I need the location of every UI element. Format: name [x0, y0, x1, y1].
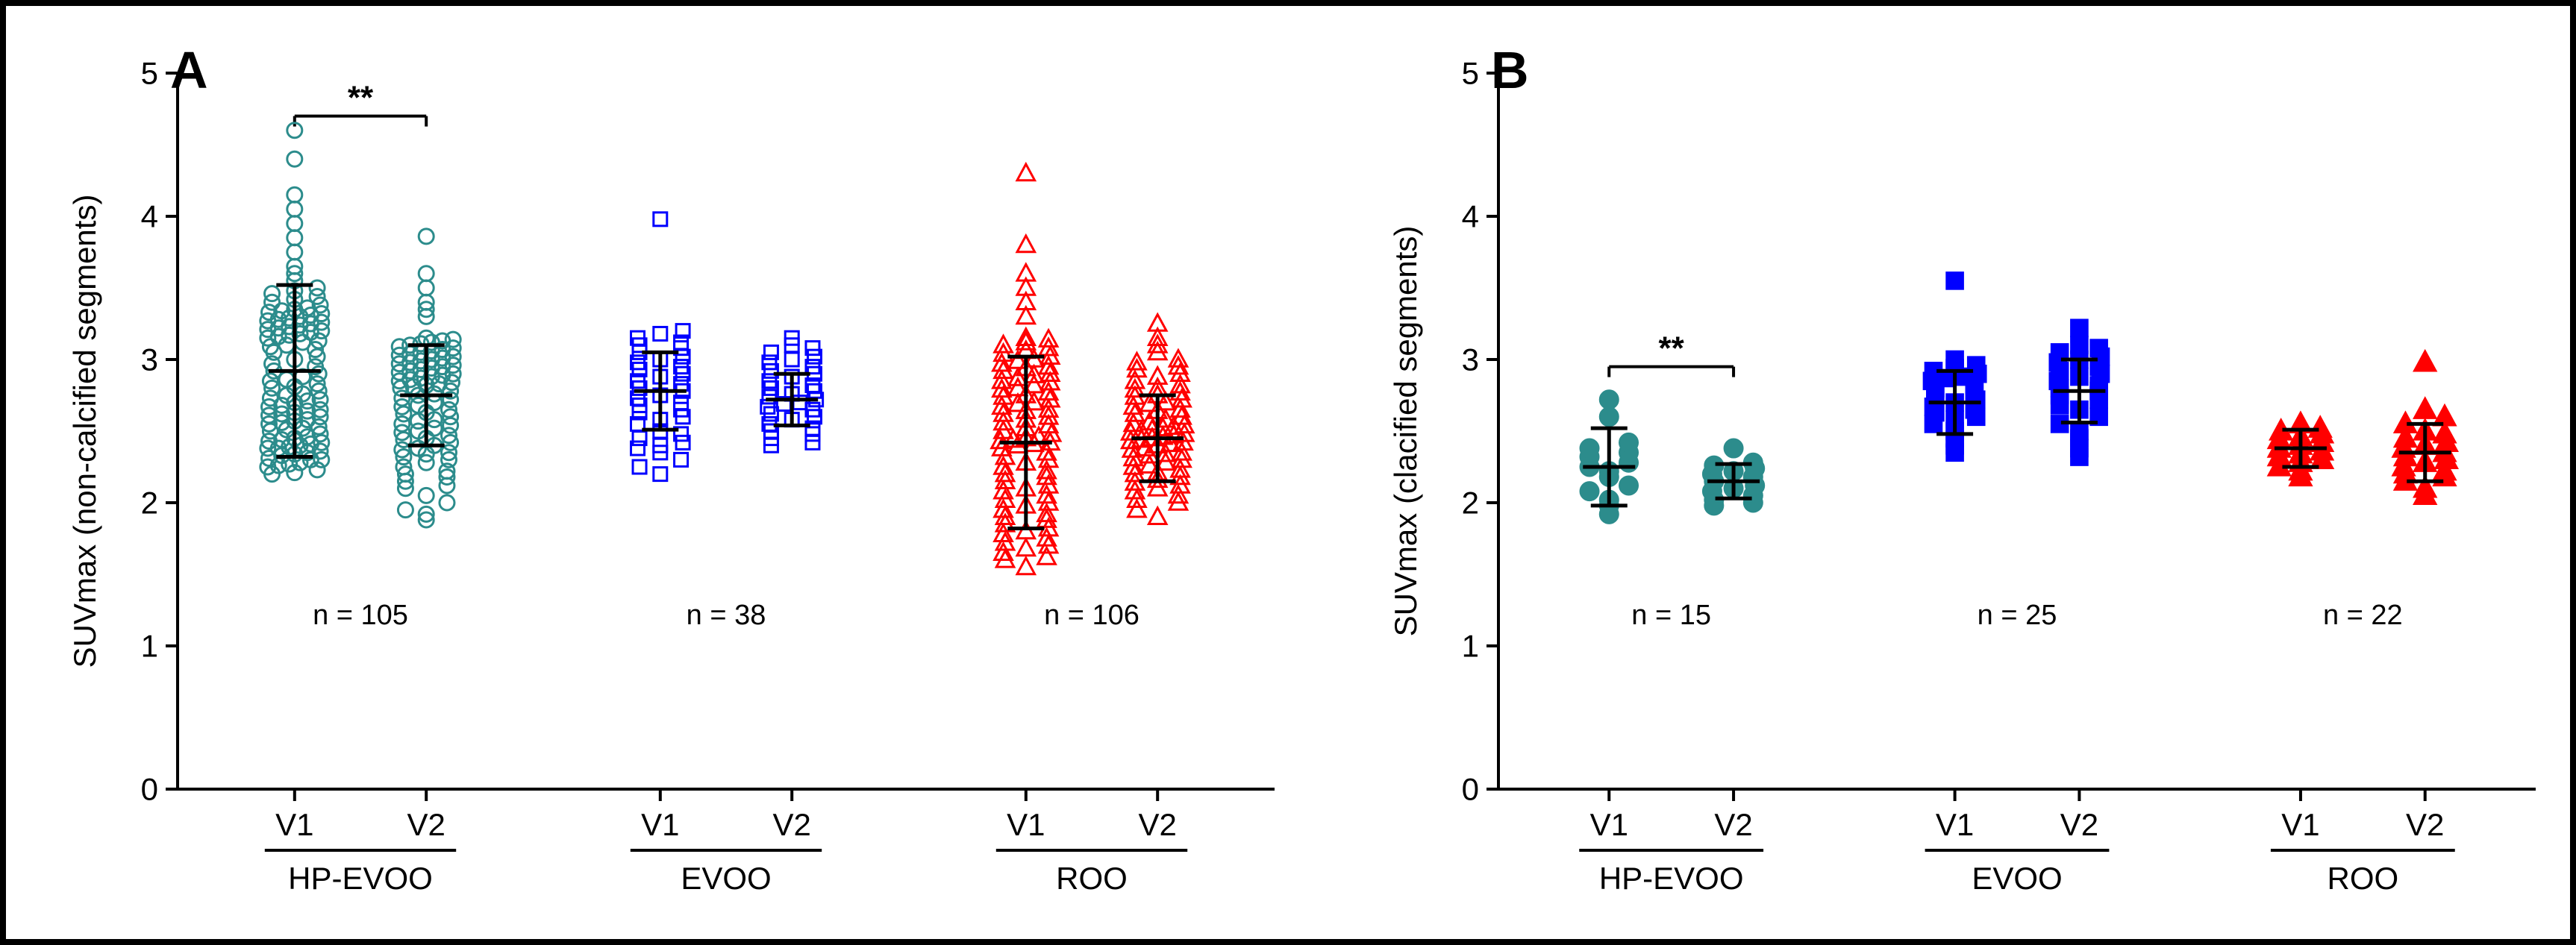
svg-text:**: **: [348, 80, 374, 116]
svg-text:V2: V2: [1714, 807, 1752, 842]
svg-text:EVOO: EVOO: [1972, 861, 2062, 896]
svg-text:3: 3: [141, 342, 158, 377]
svg-text:V2: V2: [773, 807, 811, 842]
svg-text:4: 4: [1462, 199, 1479, 234]
svg-text:HP-EVOO: HP-EVOO: [1599, 861, 1744, 896]
svg-text:5: 5: [1462, 56, 1479, 91]
svg-text:n = 106: n = 106: [1044, 600, 1139, 631]
svg-text:n = 22: n = 22: [2323, 600, 2403, 631]
svg-text:n = 38: n = 38: [687, 600, 766, 631]
svg-text:V1: V1: [1590, 807, 1628, 842]
svg-text:HP-EVOO: HP-EVOO: [288, 861, 433, 896]
svg-text:2: 2: [1462, 486, 1479, 521]
svg-text:1: 1: [141, 629, 158, 664]
svg-text:EVOO: EVOO: [681, 861, 771, 896]
panel-B: 0 1 2 3 4 5 SUVmax (clacified segments) V1 V2 V1 V…: [1312, 6, 2576, 939]
svg-text:SUVmax (non-calcified segments: SUVmax (non-calcified segments): [67, 195, 102, 668]
svg-text:V1: V1: [275, 807, 313, 842]
svg-text:A: A: [170, 41, 208, 99]
svg-text:2: 2: [141, 486, 158, 521]
svg-text:V1: V1: [1007, 807, 1045, 842]
svg-text:V1: V1: [1936, 807, 1974, 842]
svg-text:V1: V1: [641, 807, 679, 842]
svg-text:n = 25: n = 25: [1978, 600, 2057, 631]
svg-text:0: 0: [1462, 772, 1479, 807]
svg-text:SUVmax (clacified segments): SUVmax (clacified segments): [1388, 226, 1423, 637]
svg-text:V2: V2: [1139, 807, 1177, 842]
svg-text:**: **: [1659, 330, 1685, 367]
svg-text:0: 0: [141, 772, 158, 807]
svg-text:ROO: ROO: [1056, 861, 1128, 896]
svg-text:n = 15: n = 15: [1631, 600, 1711, 631]
svg-text:V2: V2: [2060, 807, 2098, 842]
svg-text:3: 3: [1462, 342, 1479, 377]
svg-text:1: 1: [1462, 629, 1479, 664]
svg-text:ROO: ROO: [2327, 861, 2398, 896]
panel-A: 0 1 2 3 4 5 SUVmax (non-calcified segments) V1 V…: [6, 6, 1312, 939]
svg-text:B: B: [1491, 41, 1529, 99]
svg-text:V1: V1: [2281, 807, 2319, 842]
svg-text:5: 5: [141, 56, 158, 91]
figure-frame: 0 1 2 3 4 5 SUVmax (non-calcified segments) V1 V…: [0, 0, 2576, 945]
svg-text:n = 105: n = 105: [313, 600, 408, 631]
svg-text:V2: V2: [407, 807, 446, 842]
svg-text:V2: V2: [2406, 807, 2444, 842]
svg-text:4: 4: [141, 199, 158, 234]
